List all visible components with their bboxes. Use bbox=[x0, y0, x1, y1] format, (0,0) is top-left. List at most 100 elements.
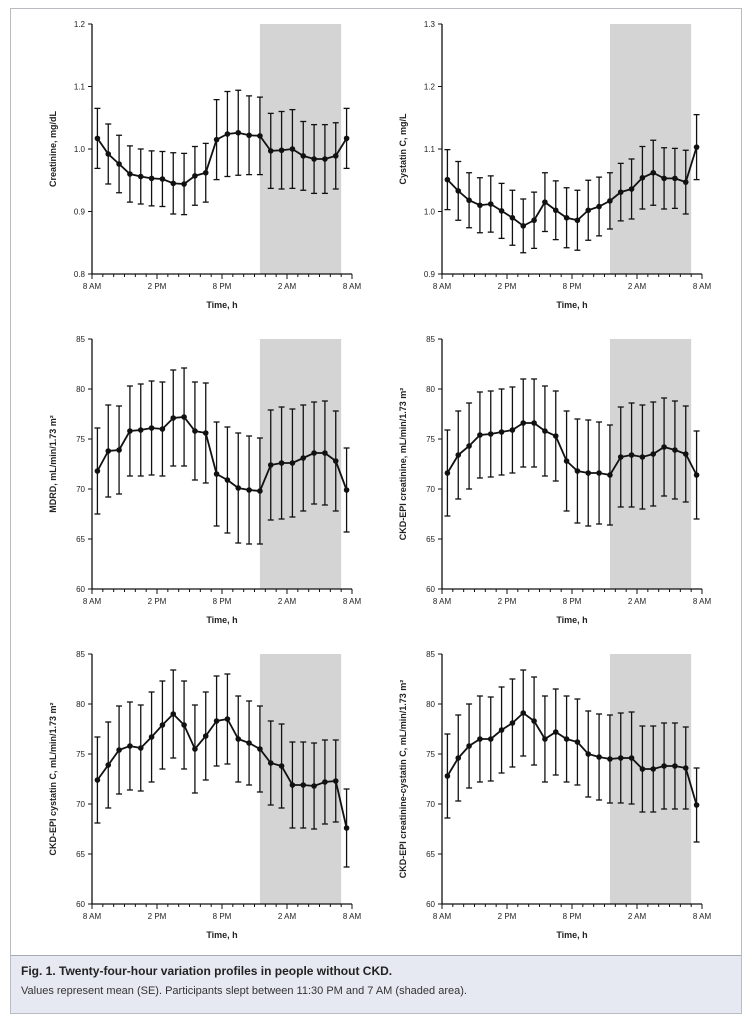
data-point bbox=[105, 762, 112, 768]
data-point bbox=[661, 175, 667, 182]
y-tick-label: 60 bbox=[426, 900, 435, 909]
y-tick-label: 1.3 bbox=[424, 20, 436, 29]
y-tick-label: 0.8 bbox=[74, 270, 86, 279]
data-point bbox=[257, 746, 263, 752]
x-tick-label: 8 AM bbox=[83, 282, 102, 291]
y-tick-label: 75 bbox=[76, 750, 85, 759]
x-tick-label: 2 AM bbox=[278, 282, 297, 291]
data-point bbox=[650, 766, 657, 772]
x-tick-label: 2 AM bbox=[628, 282, 647, 291]
data-point bbox=[574, 739, 581, 745]
data-point bbox=[639, 174, 646, 181]
data-point bbox=[289, 146, 296, 152]
chart-panel-creatinine: 0.8 0.9 1.0 1.1 1.2 8 AM 2 PM 8 PM 2 AM 8 AM Time,… bbox=[22, 10, 362, 320]
data-point bbox=[322, 156, 328, 162]
data-point bbox=[487, 201, 494, 207]
data-point bbox=[224, 716, 231, 722]
data-point bbox=[639, 454, 646, 460]
data-point bbox=[672, 175, 678, 182]
data-point bbox=[585, 207, 592, 214]
chart-panel-ckd-epi-creatinine-cystatin-c: 60 65 70 75 80 85 8 AM 2 PM 8 PM 2 AM 8 AM Time, h C… bbox=[372, 640, 712, 950]
y-tick-label: 85 bbox=[426, 335, 435, 344]
data-point bbox=[116, 747, 122, 753]
data-point bbox=[509, 427, 516, 433]
data-point bbox=[159, 176, 166, 182]
data-point bbox=[639, 766, 646, 772]
x-tick-label: 8 AM bbox=[343, 912, 362, 921]
y-axis-title: Cystatin C, mg/L bbox=[398, 113, 408, 185]
data-point bbox=[105, 448, 112, 454]
data-point bbox=[498, 208, 505, 214]
data-point bbox=[202, 169, 209, 176]
data-point bbox=[94, 468, 101, 474]
chart-svg-ckd-epi-cystatin-c: 60 65 70 75 80 85 8 AM 2 PM 8 PM 2 AM 8 AM Time, h C… bbox=[48, 650, 362, 940]
y-tick-label: 65 bbox=[76, 850, 85, 859]
data-point bbox=[531, 420, 537, 426]
chart-panel-cystatin-c: 0.9 1.0 1.1 1.2 1.3 8 AM 2 PM 8 PM 2 AM 8 AM Time,… bbox=[372, 10, 712, 320]
data-point bbox=[278, 147, 285, 154]
data-point bbox=[487, 431, 494, 437]
data-point bbox=[477, 736, 483, 742]
data-point bbox=[650, 169, 657, 176]
data-point bbox=[596, 754, 602, 760]
x-tick-label: 8 PM bbox=[563, 912, 582, 921]
data-point bbox=[542, 736, 548, 742]
data-point bbox=[213, 471, 220, 477]
data-point bbox=[148, 425, 155, 431]
data-point bbox=[563, 736, 570, 742]
data-point bbox=[311, 783, 317, 789]
y-tick-label: 1.1 bbox=[424, 145, 436, 154]
data-point bbox=[235, 736, 242, 742]
x-tick-label: 8 AM bbox=[343, 282, 362, 291]
data-point bbox=[444, 773, 451, 779]
data-point bbox=[300, 455, 307, 461]
data-point bbox=[498, 727, 505, 733]
data-point bbox=[170, 415, 177, 421]
figure-caption: Fig. 1. Twenty-four-hour variation profi… bbox=[11, 955, 741, 1013]
y-tick-label: 85 bbox=[426, 650, 435, 659]
data-point bbox=[246, 487, 252, 493]
data-point bbox=[332, 778, 339, 784]
data-point bbox=[181, 414, 187, 420]
data-point bbox=[693, 472, 700, 478]
x-tick-label: 8 AM bbox=[83, 597, 102, 606]
y-tick-label: 60 bbox=[76, 900, 85, 909]
y-tick-label: 1.2 bbox=[74, 20, 86, 29]
x-tick-label: 2 PM bbox=[498, 282, 517, 291]
caption-body: Values represent mean (SE). Participants… bbox=[21, 985, 467, 997]
data-point bbox=[682, 451, 689, 457]
data-point bbox=[444, 470, 451, 476]
data-point bbox=[300, 782, 307, 788]
x-tick-label: 8 AM bbox=[433, 597, 452, 606]
data-point bbox=[213, 718, 220, 724]
caption-label: Fig. 1. bbox=[21, 964, 56, 978]
sleep-shaded-area bbox=[609, 24, 692, 274]
data-point bbox=[531, 217, 537, 224]
data-point bbox=[693, 802, 700, 808]
x-tick-label: 2 AM bbox=[278, 597, 297, 606]
y-tick-label: 0.9 bbox=[74, 208, 86, 217]
data-point bbox=[311, 450, 317, 456]
x-tick-label: 8 AM bbox=[693, 597, 712, 606]
data-point bbox=[552, 207, 559, 214]
data-point bbox=[192, 173, 198, 179]
data-point bbox=[607, 472, 613, 478]
x-tick-label: 8 PM bbox=[213, 912, 232, 921]
data-point bbox=[563, 458, 570, 464]
y-tick-label: 80 bbox=[76, 700, 85, 709]
data-point bbox=[257, 488, 263, 494]
data-point bbox=[159, 426, 166, 432]
data-point bbox=[332, 153, 339, 159]
y-tick-label: 85 bbox=[76, 650, 85, 659]
y-axis-title: CKD-EPI cystatin C, mL/min/1.73 m² bbox=[48, 702, 58, 855]
sleep-shaded-area bbox=[259, 24, 342, 274]
x-tick-label: 2 AM bbox=[628, 597, 647, 606]
data-point bbox=[607, 198, 613, 204]
data-point bbox=[246, 132, 252, 139]
data-point bbox=[542, 428, 548, 434]
y-tick-label: 65 bbox=[426, 850, 435, 859]
data-point bbox=[585, 470, 592, 476]
x-tick-label: 2 AM bbox=[278, 912, 297, 921]
data-point bbox=[322, 779, 328, 785]
data-point bbox=[311, 156, 317, 162]
